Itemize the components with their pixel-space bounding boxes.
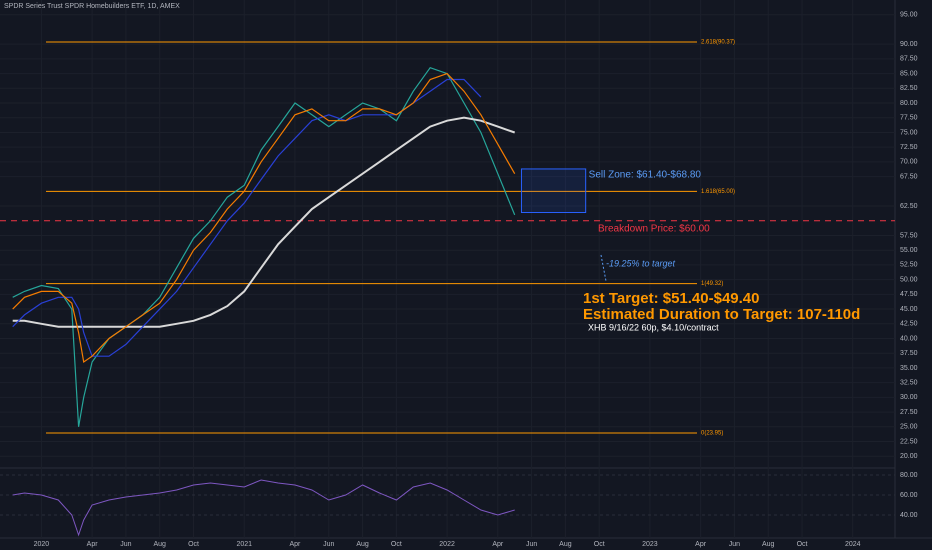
sell-zone-label: Sell Zone: $61.40-$68.80 [589, 170, 702, 181]
x-tick-label: Jun [323, 541, 334, 548]
y-tick-label: 32.50 [900, 379, 918, 386]
target-arrow [600, 254, 607, 282]
x-tick-label: Apr [289, 541, 301, 548]
y-tick-label: 50.00 [900, 276, 918, 283]
y-tick-label: 70.00 [900, 159, 918, 166]
x-tick-label: Oct [594, 541, 605, 548]
x-tick-label: Aug [559, 541, 572, 548]
x-tick-label: Oct [797, 541, 808, 548]
y-tick-label: 40.00 [900, 335, 918, 342]
rsi-line [12, 479, 515, 537]
chart-title: SPDR Series Trust SPDR Homebuilders ETF,… [4, 3, 180, 10]
y-tick-label: 25.00 [900, 424, 918, 431]
x-tick-label: 2023 [642, 541, 658, 548]
fib-label: 2.618(90.37) [701, 40, 735, 46]
y-tick-label: 47.50 [900, 291, 918, 298]
y-tick-label: 95.00 [900, 12, 918, 19]
y-tick-label: 45.00 [900, 306, 918, 313]
x-tick-label: Aug [356, 541, 369, 548]
y-tick-label: 27.50 [900, 409, 918, 416]
fib-label: 0(23.95) [701, 431, 723, 437]
x-tick-label: Apr [87, 541, 99, 548]
duration-text: Estimated Duration to Target: 107-110d [583, 306, 860, 323]
y-tick-label: 62.50 [900, 203, 918, 210]
y-tick-label: 75.00 [900, 129, 918, 136]
x-tick-label: Oct [188, 541, 199, 548]
target-text: 1st Target: $51.40-$49.40 [583, 290, 760, 307]
y-tick-label: 77.50 [900, 115, 918, 122]
x-tick-label: Jun [120, 541, 131, 548]
x-tick-label: 2021 [236, 541, 252, 548]
series-line [12, 72, 516, 364]
target-note: -19.25% to target [606, 258, 676, 268]
x-tick-label: 2022 [439, 541, 455, 548]
y-tick-label: 90.00 [900, 41, 918, 48]
x-tick-label: Apr [695, 541, 707, 548]
rsi-tick-label: 40.00 [900, 512, 918, 519]
y-tick-label: 20.00 [900, 453, 918, 460]
y-tick-label: 85.00 [900, 70, 918, 77]
x-tick-label: 2020 [34, 541, 50, 548]
y-tick-label: 80.00 [900, 100, 918, 107]
y-tick-label: 35.00 [900, 365, 918, 372]
x-tick-label: Aug [153, 541, 166, 548]
x-tick-label: 2024 [845, 541, 861, 548]
y-tick-label: 82.50 [900, 85, 918, 92]
y-tick-label: 55.00 [900, 247, 918, 254]
y-tick-label: 87.50 [900, 56, 918, 63]
x-tick-label: Jun [729, 541, 740, 548]
fib-label: 1(49.32) [701, 281, 723, 287]
y-tick-label: 57.50 [900, 232, 918, 239]
y-tick-label: 67.50 [900, 173, 918, 180]
x-tick-label: Apr [492, 541, 504, 548]
trade-text: XHB 9/16/22 60p, $4.10/contract [588, 322, 719, 332]
y-tick-label: 22.50 [900, 438, 918, 445]
y-tick-label: 42.50 [900, 321, 918, 328]
y-tick-label: 52.50 [900, 262, 918, 269]
y-tick-label: 30.00 [900, 394, 918, 401]
series-line [12, 116, 516, 328]
y-tick-label: 72.50 [900, 144, 918, 151]
rsi-tick-label: 60.00 [900, 492, 918, 499]
rsi-tick-label: 80.00 [900, 472, 918, 479]
y-tick-label: 37.50 [900, 350, 918, 357]
x-tick-label: Aug [762, 541, 775, 548]
series-line [12, 66, 516, 427]
sell-zone [520, 168, 587, 214]
x-tick-label: Jun [526, 541, 537, 548]
x-tick-label: Oct [391, 541, 402, 548]
fib-label: 1.618(65.00) [701, 189, 735, 195]
breakdown-label: Breakdown Price: $60.00 [598, 223, 710, 234]
